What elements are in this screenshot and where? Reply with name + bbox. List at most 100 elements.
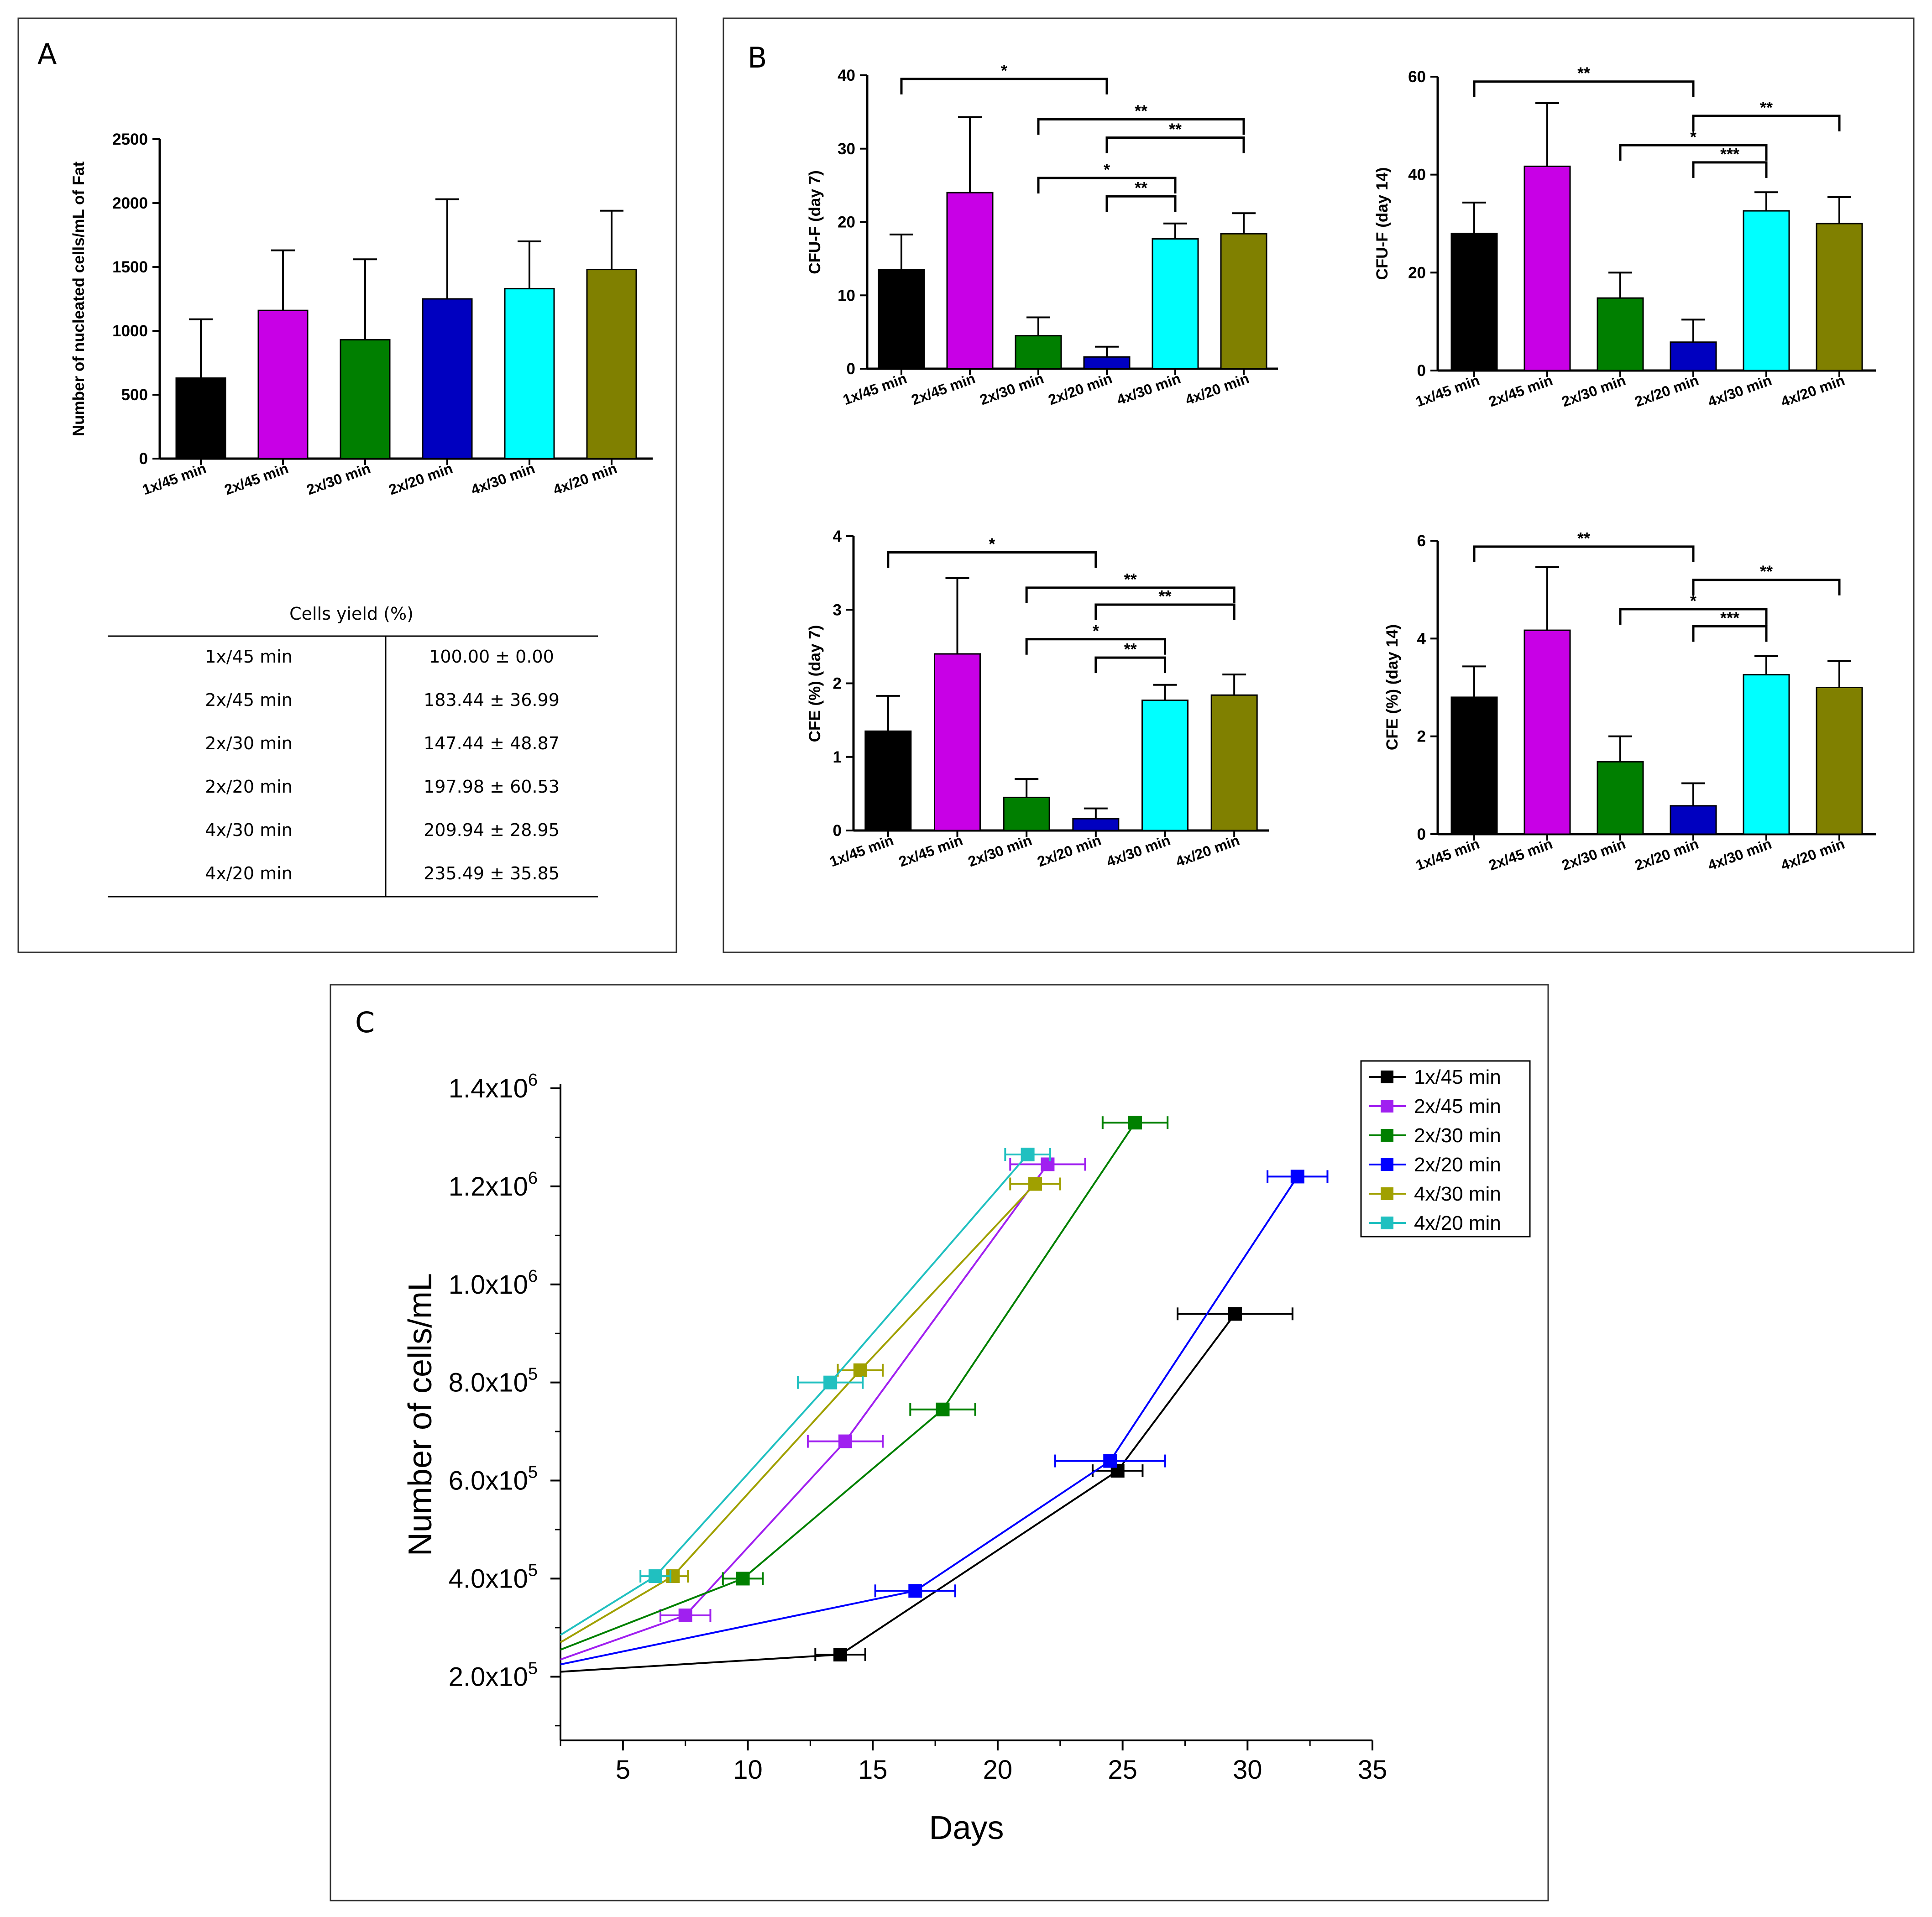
x-tick-label: 2x/30 min xyxy=(1560,372,1628,410)
bar xyxy=(1450,696,1498,835)
x-tick-label: 2x/30 min xyxy=(978,370,1046,408)
table-title: Cells yield (%) xyxy=(289,604,414,624)
y-tick-label: 30 xyxy=(838,140,855,158)
significance-label: ** xyxy=(1760,562,1773,581)
table-cell-value: 183.44 ± 36.99 xyxy=(424,690,560,710)
legend-entry: 2x/30 min xyxy=(1414,1124,1501,1147)
data-point xyxy=(833,1647,848,1661)
series-line xyxy=(560,1313,1236,1673)
legend-marker xyxy=(1381,1187,1393,1200)
chart-a-nucleated-cells: 0 500 1000 1500 2000 2500 Number of nucleated … xyxy=(70,131,653,498)
y-axis-title: Number of cells/mL xyxy=(402,1273,439,1556)
bar xyxy=(1524,165,1571,371)
legend-entry: 4x/30 min xyxy=(1414,1183,1501,1205)
x-tick-label: 2x/20 min xyxy=(1633,372,1701,410)
panel-c-frame xyxy=(330,984,1549,1901)
significance-bracket xyxy=(1473,80,1695,97)
y-axis-title: CFE (%) (day 14) xyxy=(1383,624,1401,750)
significance-label: * xyxy=(1093,622,1099,640)
series-line xyxy=(560,1164,1049,1661)
table-cell-group: 2x/20 min xyxy=(205,777,293,797)
bar xyxy=(1670,341,1717,371)
significance-bracket xyxy=(1619,144,1768,161)
y-tick-label: 1.4x106 xyxy=(449,1071,538,1103)
y-tick-label: 500 xyxy=(121,386,148,404)
x-tick-label: 4x/20 min xyxy=(1183,370,1251,408)
x-tick-label: 2x/45 min xyxy=(909,370,977,408)
significance-bracket xyxy=(1037,177,1177,194)
bar xyxy=(1141,700,1189,831)
significance-bracket xyxy=(1692,579,1841,595)
table-cell-group: 4x/30 min xyxy=(205,820,293,840)
x-tick-label: 4x/20 min xyxy=(1779,836,1847,874)
y-tick-label: 0 xyxy=(1417,825,1426,843)
table-row: 1x/45 min 100.00 ± 0.00 xyxy=(205,647,554,667)
x-tick-label: 10 xyxy=(733,1755,763,1785)
x-tick-label: 4x/20 min xyxy=(551,460,619,498)
data-point xyxy=(936,1402,950,1416)
table-cell-group: 2x/30 min xyxy=(205,733,293,753)
y-axis-title: Number of nucleated cells/mL of Fat xyxy=(70,162,88,437)
bar xyxy=(878,269,925,370)
significance-label: *** xyxy=(1720,145,1739,163)
x-tick-label: 25 xyxy=(1108,1755,1137,1785)
x-tick-label: 5 xyxy=(616,1755,630,1785)
x-tick-label: 2x/30 min xyxy=(304,460,372,498)
y-tick-label: 4 xyxy=(833,528,842,545)
series-line xyxy=(560,1176,1298,1666)
significance-label: ** xyxy=(1124,570,1137,589)
x-tick-label: 2x/45 min xyxy=(897,832,965,870)
x-tick-label: 2x/30 min xyxy=(966,832,1034,870)
data-point xyxy=(678,1609,692,1623)
y-tick-label: 2 xyxy=(833,675,842,693)
y-tick-label: 2 xyxy=(1417,728,1426,746)
y-tick-label: 2000 xyxy=(112,194,148,212)
significance-bracket xyxy=(1692,625,1768,642)
x-tick-label: 2x/45 min xyxy=(222,460,290,498)
bar xyxy=(504,288,555,460)
data-point xyxy=(1103,1454,1117,1468)
significance-label: ** xyxy=(1169,120,1182,139)
significance-bracket xyxy=(900,78,1108,95)
series-line xyxy=(560,1154,1029,1636)
y-tick-label: 1500 xyxy=(112,258,148,276)
y-axis-title: CFU-F (day 7) xyxy=(806,170,824,274)
legend-marker xyxy=(1381,1129,1393,1142)
x-tick-label: 4x/30 min xyxy=(1706,836,1774,874)
legend-entry: 2x/20 min xyxy=(1414,1154,1501,1176)
y-tick-label: 6.0x105 xyxy=(449,1463,538,1496)
significance-label: ** xyxy=(1577,64,1590,83)
x-tick-label: 4x/30 min xyxy=(1706,372,1774,410)
significance-bracket xyxy=(1105,195,1177,212)
significance-bracket xyxy=(887,551,1097,568)
data-point xyxy=(1028,1177,1042,1191)
x-tick-label: 2x/30 min xyxy=(1560,836,1628,874)
y-tick-label: 4.0x105 xyxy=(449,1561,538,1593)
y-tick-label: 20 xyxy=(838,214,855,231)
y-tick-label: 2.0x105 xyxy=(449,1659,538,1692)
data-point xyxy=(1128,1116,1142,1130)
bar xyxy=(586,269,637,460)
table-row: 2x/45 min 183.44 ± 36.99 xyxy=(205,690,560,710)
significance-label: * xyxy=(1690,127,1696,146)
data-point xyxy=(908,1584,922,1598)
bar xyxy=(1072,818,1120,831)
y-tick-label: 1.0x106 xyxy=(449,1267,538,1300)
x-tick-label: 35 xyxy=(1358,1755,1387,1785)
y-axis-title: CFU-F (day 14) xyxy=(1373,167,1391,280)
bar xyxy=(1015,335,1062,370)
data-point xyxy=(1041,1157,1055,1171)
x-tick-label: 4x/30 min xyxy=(469,460,537,498)
significance-label: ** xyxy=(1135,101,1147,120)
bar xyxy=(1597,297,1644,371)
significance-bracket xyxy=(1094,656,1166,674)
y-tick-label: 20 xyxy=(1408,264,1426,282)
y-tick-label: 40 xyxy=(1408,166,1426,184)
x-tick-label: 2x/20 min xyxy=(1046,370,1114,408)
bar xyxy=(175,377,226,460)
significance-bracket xyxy=(1105,136,1245,153)
bar xyxy=(340,339,391,460)
